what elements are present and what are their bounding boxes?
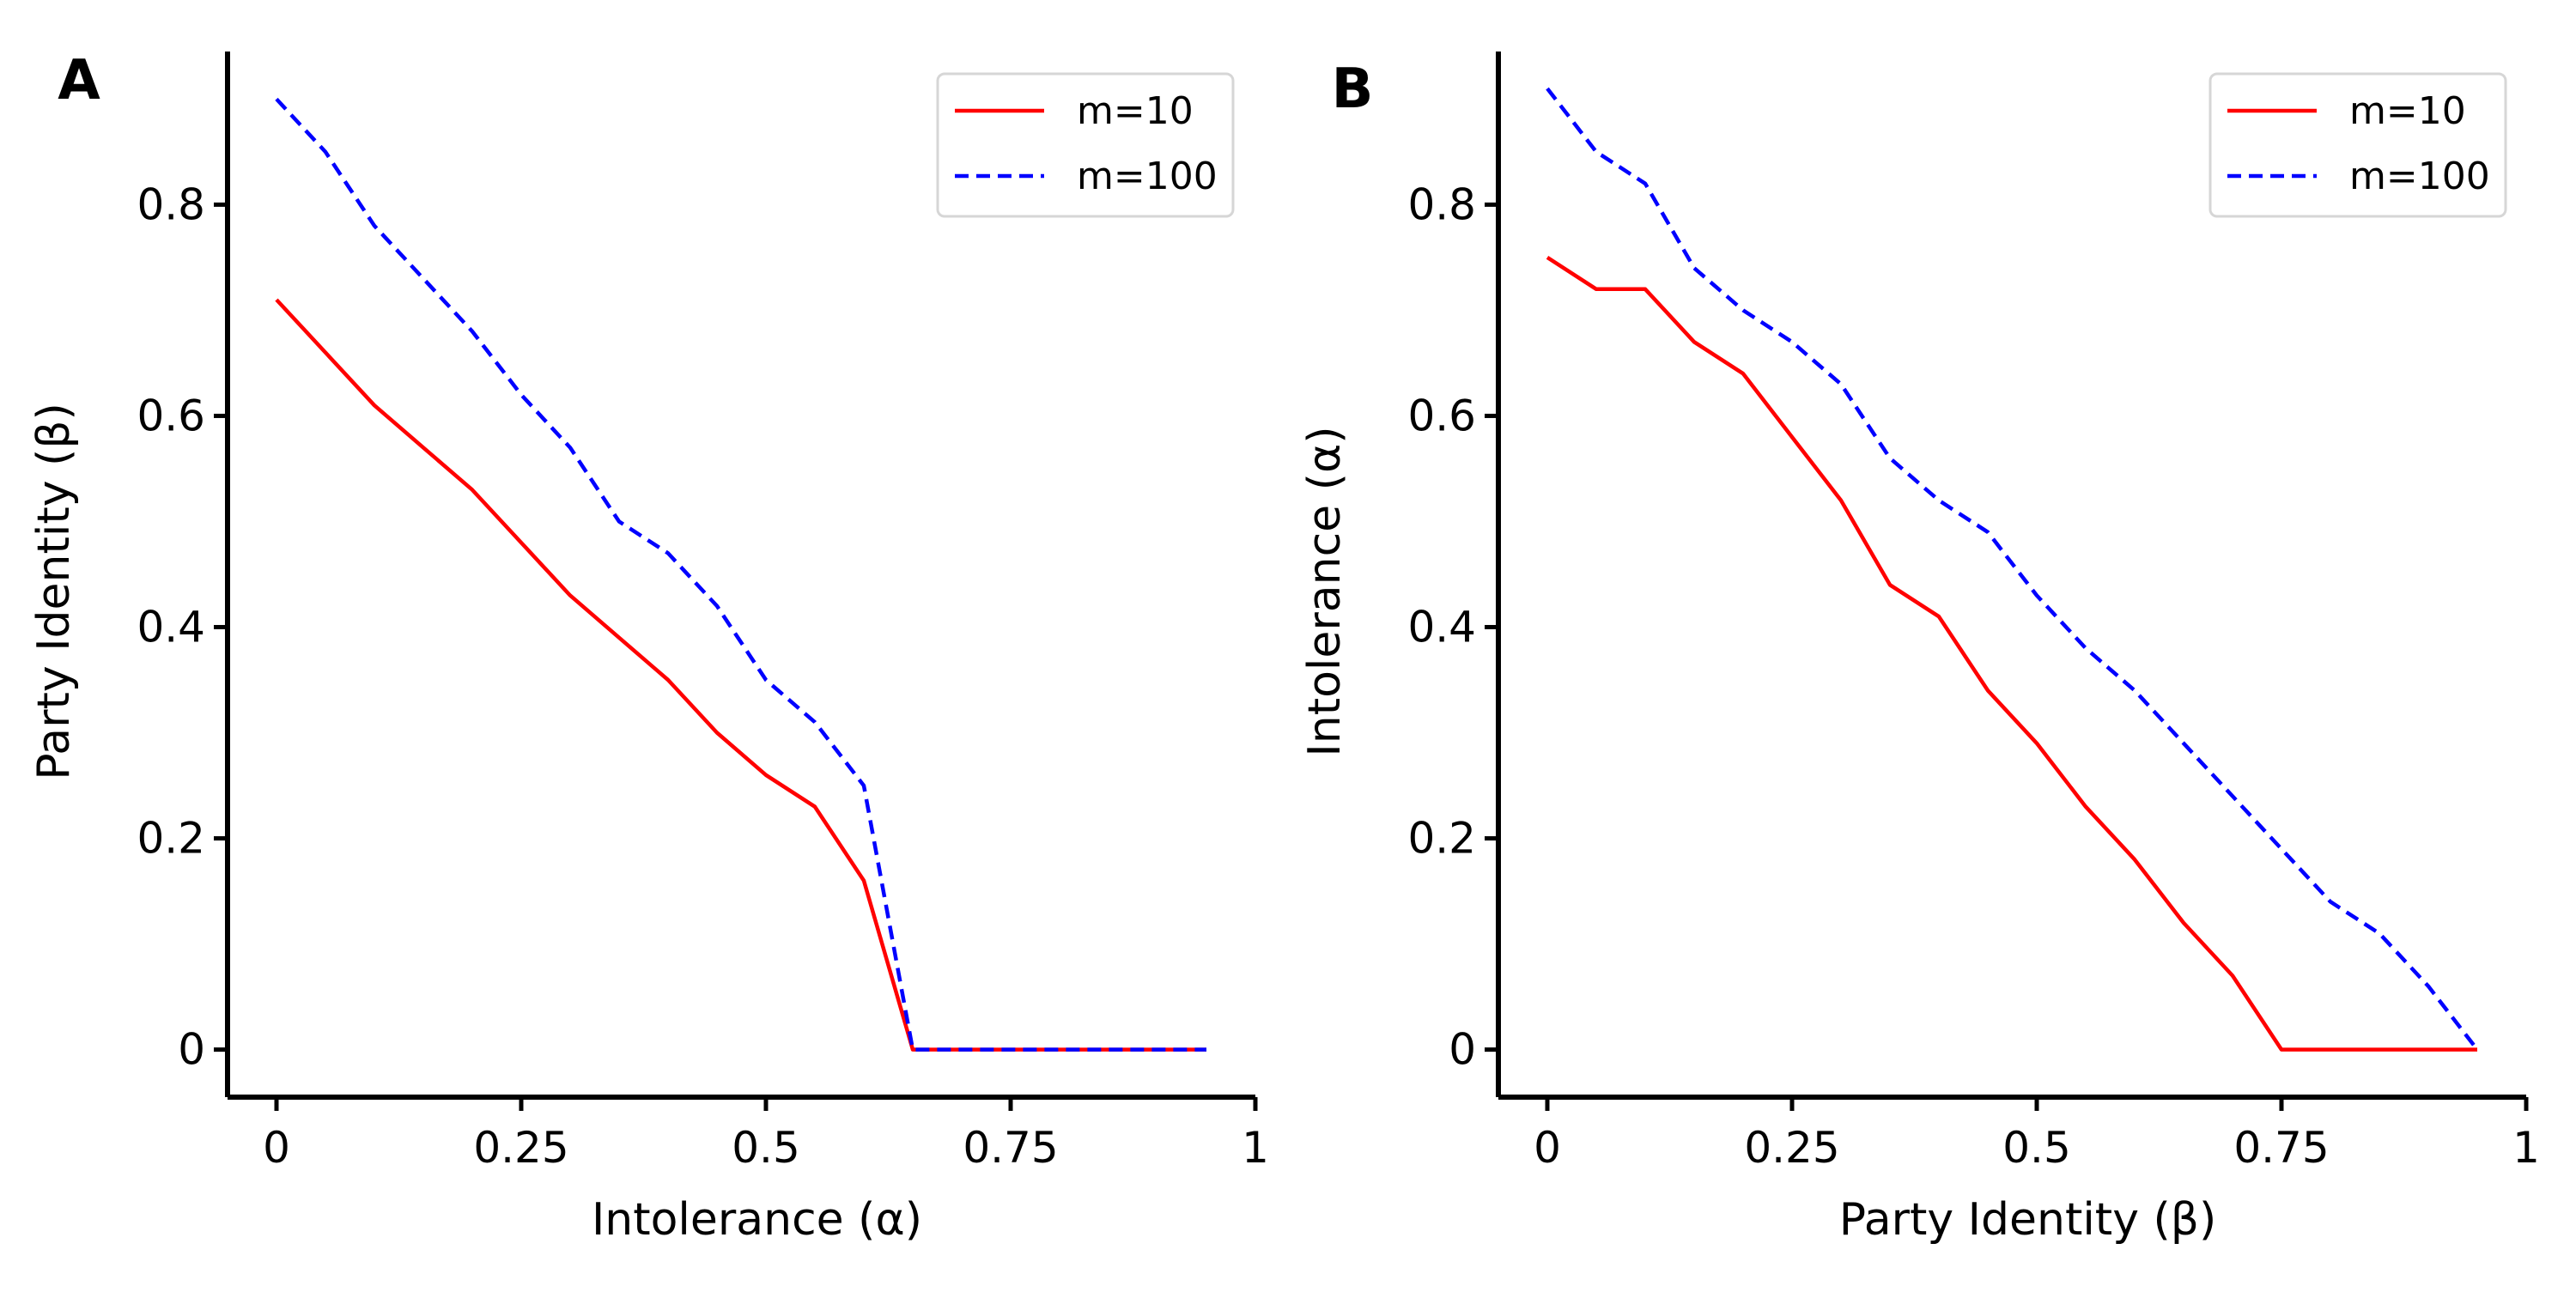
y-tick-label: 0	[178, 1025, 205, 1075]
legend: m=10 m=100	[936, 72, 1235, 218]
x-tick-label: 0.25	[473, 1123, 568, 1173]
y-tick-label: 0.8	[137, 179, 205, 229]
y-tick-label: 0.4	[1407, 603, 1476, 652]
x-tick-label: 0.75	[2233, 1123, 2329, 1173]
y-tick-label: 0.2	[137, 814, 205, 864]
x-tick-label: 0	[1534, 1123, 1561, 1173]
series-line-m-10	[1546, 256, 2477, 1052]
y-tick-label: 0.6	[1407, 391, 1476, 440]
legend-label: m=10	[1077, 89, 1194, 133]
y-tick-label: 0.2	[1407, 814, 1476, 864]
y-tick-label: 0.8	[1407, 179, 1476, 229]
y-tick-label: 0	[1449, 1025, 1476, 1075]
series-line-m-10	[275, 298, 1206, 1052]
y-tick-label: 0.6	[137, 391, 205, 440]
legend-label: m=100	[1077, 155, 1218, 198]
y-axis-label: Intolerance (α)	[1299, 426, 1351, 756]
y-tick-label: 0.4	[137, 603, 205, 652]
x-tick-label: 0.75	[963, 1123, 1058, 1173]
panel-letter: A	[58, 49, 100, 112]
x-tick-label: 0.25	[1744, 1123, 1839, 1173]
legend: m=10 m=100	[2208, 72, 2507, 218]
series-line-m-100	[275, 97, 1206, 1052]
x-tick-label: 1	[1242, 1123, 1269, 1173]
x-tick-label: 0	[263, 1123, 290, 1173]
x-axis-label: Party Identity (β)	[1839, 1194, 2217, 1246]
x-tick-label: 0.5	[2002, 1123, 2071, 1173]
x-tick-label: 0.5	[732, 1123, 800, 1173]
panel-b: B 0 0.25 0.5 0.75 1 0 0.2 0.4 0.6 0.8 Party Identit…	[1299, 52, 2540, 1246]
x-axis-label: Intolerance (α)	[592, 1194, 922, 1246]
panel-letter: B	[1332, 58, 1374, 121]
legend-label: m=10	[2349, 89, 2466, 133]
y-axis-label: Party Identity (β)	[28, 403, 80, 780]
legend-label: m=100	[2349, 155, 2490, 198]
panel-a: A 0 0.25 0.5 0.75 1 0 0.2 0.4 0.6 0.8 Intolerance (…	[28, 49, 1269, 1246]
series-line-m-100	[1546, 87, 2479, 1051]
x-tick-label: 1	[2512, 1123, 2540, 1173]
